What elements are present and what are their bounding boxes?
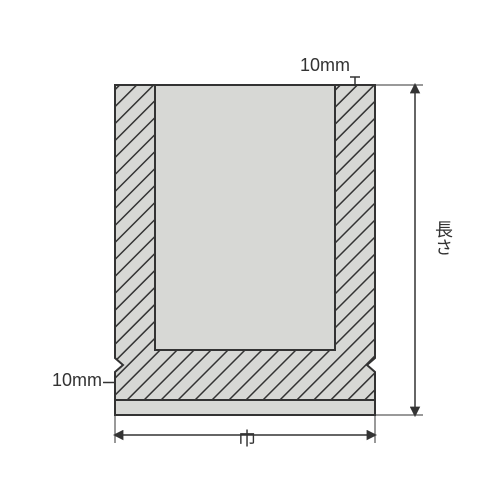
top-seal-label: 10mm — [300, 55, 350, 76]
packaging-diagram: 10mm 10mm 長さ 巾 — [0, 0, 500, 500]
side-seal-label: 10mm — [52, 370, 102, 391]
length-label: 長さ — [430, 220, 456, 256]
width-label: 巾 — [238, 425, 256, 451]
